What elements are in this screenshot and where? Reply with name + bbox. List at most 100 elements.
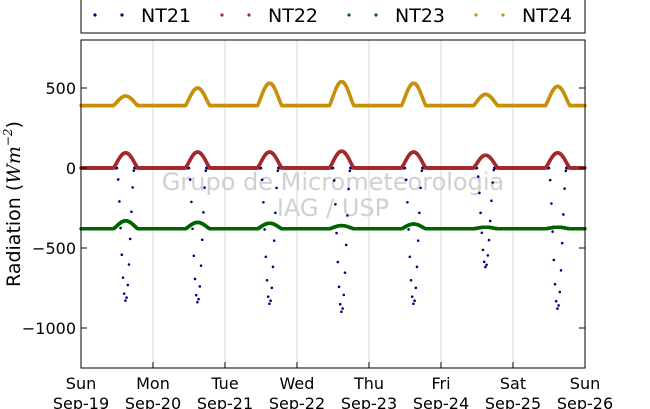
legend-label: NT22 — [268, 5, 318, 27]
data-point — [560, 241, 564, 245]
legend-marker — [501, 13, 505, 17]
data-point — [490, 199, 493, 203]
data-point — [486, 254, 490, 257]
data-point — [476, 175, 480, 178]
data-point — [268, 302, 271, 306]
data-point — [409, 278, 413, 282]
data-point — [197, 297, 200, 301]
data-point — [344, 243, 348, 247]
data-point — [559, 269, 563, 272]
data-point — [130, 210, 133, 214]
data-point — [196, 300, 199, 304]
data-point — [187, 166, 191, 170]
data-point — [550, 202, 553, 205]
data-point — [331, 166, 335, 170]
data-point — [332, 179, 336, 182]
data-point — [414, 286, 418, 290]
data-point — [342, 293, 346, 297]
data-point — [122, 292, 126, 295]
data-point — [263, 228, 266, 231]
data-point — [341, 307, 344, 310]
data-point — [270, 286, 274, 290]
data-point — [403, 166, 407, 170]
data-point — [265, 278, 269, 282]
data-point — [272, 239, 276, 242]
data-point — [412, 302, 415, 306]
data-point — [491, 181, 494, 184]
data-point — [481, 248, 485, 252]
watermark: Grupo de Micrometeorologia IAG / USP — [162, 168, 504, 222]
legend-entry-nt22: NT22 — [220, 5, 318, 27]
data-point — [200, 238, 204, 242]
data-point — [562, 213, 565, 216]
legend: NT21 NT22 NT23 NT24 — [80, 0, 586, 34]
legend-marker — [120, 13, 124, 17]
data-point — [343, 271, 347, 274]
legend-entry-nt23: NT23 — [347, 5, 445, 27]
data-point — [334, 203, 337, 206]
data-point — [275, 186, 278, 190]
data-point — [124, 299, 127, 302]
plot-area: Grupo de Micrometeorologia IAG / USP 500… — [22, 39, 613, 409]
data-point — [191, 227, 194, 231]
data-point — [552, 258, 556, 262]
data-point — [553, 282, 557, 286]
data-point — [406, 200, 409, 204]
data-point — [335, 231, 338, 235]
data-point — [564, 169, 568, 173]
data-point — [482, 260, 486, 264]
data-point — [420, 169, 424, 173]
data-point — [125, 296, 128, 299]
data-point — [118, 200, 121, 203]
legend-marker — [93, 13, 97, 17]
data-point — [492, 168, 496, 172]
watermark-line-1: Grupo de Micrometeorologia — [162, 168, 504, 196]
data-point — [193, 277, 197, 281]
data-point — [266, 295, 270, 298]
data-point — [126, 283, 130, 287]
data-point — [419, 186, 422, 190]
legend-marker — [247, 13, 251, 17]
data-point — [416, 239, 420, 242]
data-point — [480, 231, 484, 235]
data-point — [478, 191, 481, 195]
data-point — [557, 304, 560, 307]
data-point — [346, 214, 349, 217]
data-point — [131, 186, 134, 189]
data-point — [475, 166, 479, 170]
data-point — [276, 169, 280, 173]
data-point — [547, 166, 551, 170]
legend-marker — [347, 13, 351, 17]
data-point — [347, 187, 350, 191]
data-point — [194, 293, 198, 297]
data-point — [274, 211, 277, 215]
data-point — [404, 178, 408, 182]
data-point — [410, 295, 414, 298]
data-point — [408, 255, 412, 259]
legend-label: NT21 — [141, 5, 191, 27]
data-point — [338, 302, 342, 306]
legend-label: NT23 — [395, 5, 445, 27]
legend-marker — [220, 13, 224, 17]
data-point — [119, 226, 122, 230]
data-point — [336, 260, 340, 264]
data-point — [202, 211, 205, 214]
data-point — [199, 264, 203, 267]
data-point — [128, 237, 132, 241]
data-point — [563, 187, 566, 190]
data-point — [264, 255, 268, 259]
legend-marker — [374, 13, 378, 17]
watermark-line-2: IAG / USP — [277, 194, 389, 222]
data-point — [116, 178, 120, 181]
data-point — [485, 263, 488, 267]
data-point — [188, 178, 192, 181]
data-point — [415, 265, 419, 269]
data-point — [487, 238, 491, 242]
data-point — [120, 253, 124, 256]
data-point — [260, 178, 264, 182]
data-point — [488, 219, 492, 223]
data-point — [198, 285, 202, 288]
data-point — [115, 166, 119, 170]
data-point — [418, 211, 421, 215]
